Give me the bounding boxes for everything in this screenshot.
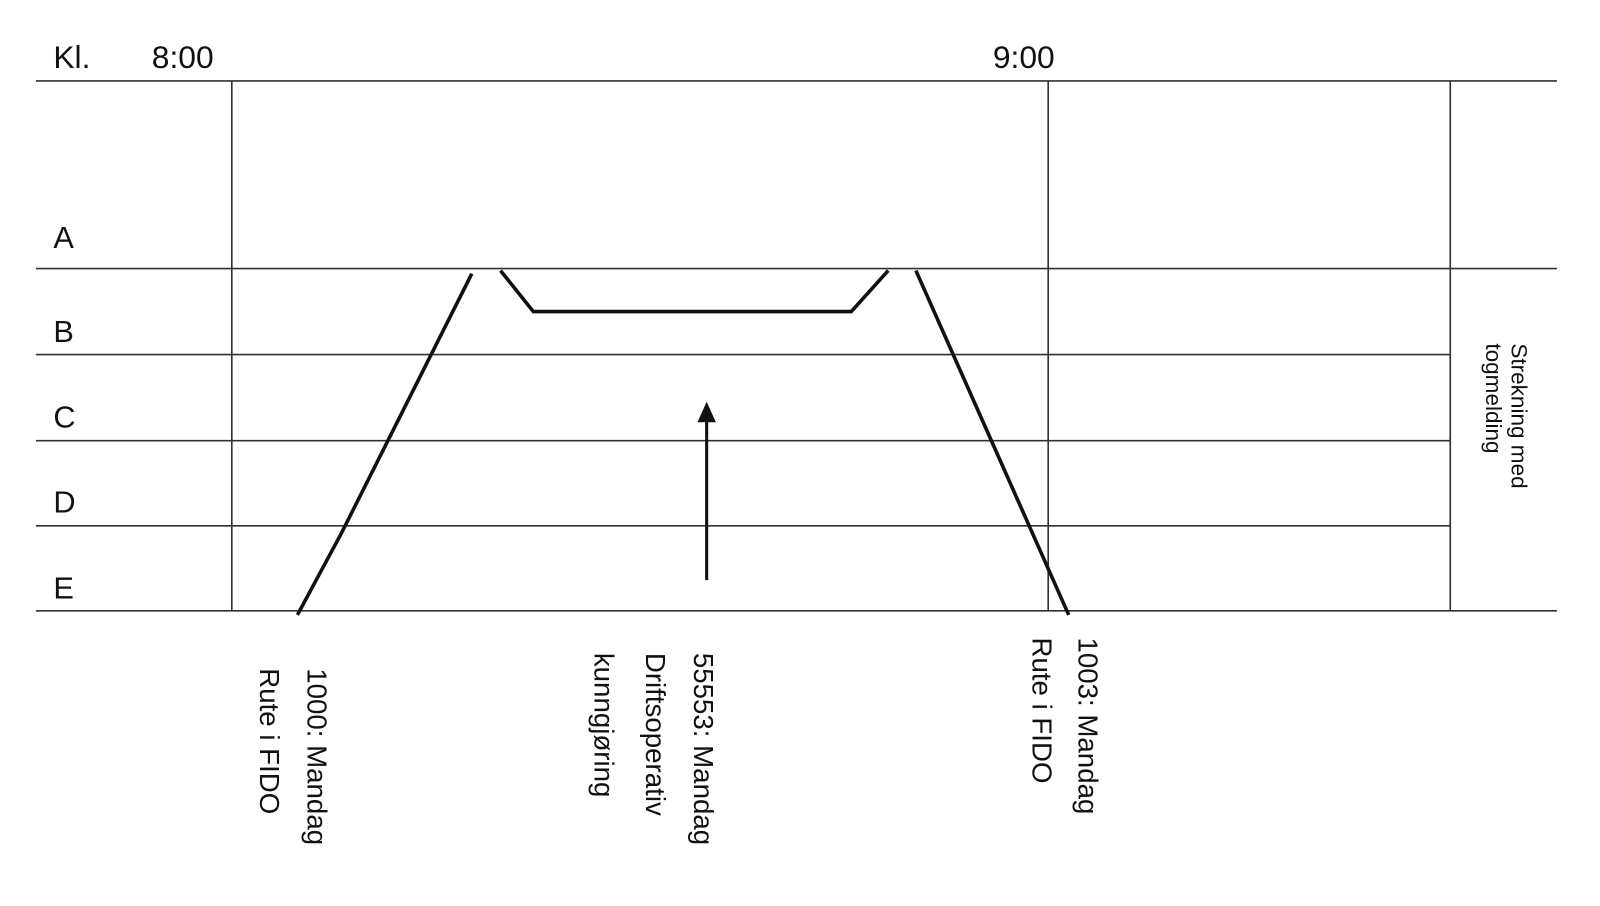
train-path: [295, 272, 474, 616]
station-label: D: [53, 484, 75, 519]
side-label: Strekning med: [1506, 343, 1531, 488]
train-label: 1003: Mandag: [1073, 637, 1104, 814]
station-label: E: [53, 570, 74, 605]
train-path: [914, 269, 1071, 616]
side-label: togmelding: [1481, 343, 1506, 453]
grid: [35, 80, 1557, 612]
time-label: 8:00: [152, 39, 214, 75]
train-label: Rute i FIDO: [1027, 637, 1058, 783]
arrow-head: [697, 401, 716, 423]
train-label: 55553: Mandag: [688, 653, 719, 845]
train-path: [499, 269, 890, 314]
time-label: 9:00: [993, 39, 1055, 75]
train-label: kunngjøring: [589, 653, 620, 798]
clock-label: Kl.: [53, 39, 90, 75]
station-label: A: [53, 220, 74, 255]
train-label: 1000: Mandag: [301, 668, 332, 845]
train-label: Driftsoperativ: [640, 653, 671, 816]
train-label: Rute i FIDO: [254, 668, 285, 814]
station-label: B: [53, 314, 74, 349]
station-label: C: [53, 399, 75, 434]
